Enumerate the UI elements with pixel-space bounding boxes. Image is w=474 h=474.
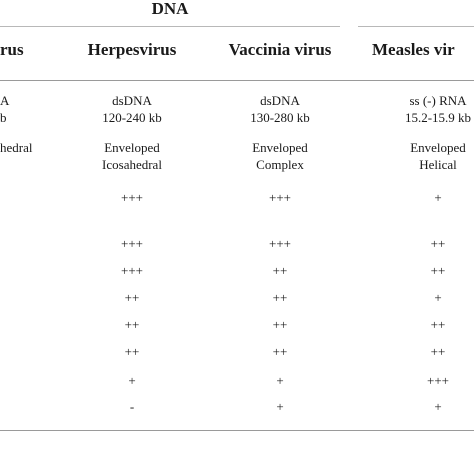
herpes-value-5: ++ xyxy=(124,317,140,332)
group-rule-dna xyxy=(0,26,340,27)
measles-value-7: +++ xyxy=(427,373,449,388)
vaccinia-value-8: + xyxy=(276,399,284,414)
vaccinia-genome-size: 130-280 kb xyxy=(250,110,310,125)
herpes-value-3: +++ xyxy=(121,263,143,278)
vaccinia-value-2: +++ xyxy=(269,236,291,251)
measles-value-5: ++ xyxy=(430,317,446,332)
measles-value-6: ++ xyxy=(430,344,446,359)
group-rule-rna xyxy=(358,26,474,27)
header-rule xyxy=(0,80,474,81)
measles-value-3: ++ xyxy=(430,263,446,278)
left-partial-genome-size: b xyxy=(0,110,7,125)
measles-value-2: ++ xyxy=(430,236,446,251)
vaccinia-value-4: ++ xyxy=(272,290,288,305)
bottom-rule xyxy=(0,430,474,431)
herpes-value-4: ++ xyxy=(124,290,140,305)
herpes-value-2: +++ xyxy=(121,236,143,251)
herpes-value-6: ++ xyxy=(124,344,140,359)
measles-value-4: + xyxy=(434,290,442,305)
left-partial-genome-type: A xyxy=(0,93,10,108)
vaccinia-value-1: +++ xyxy=(269,190,291,205)
herpes-capsid: Icosahedral xyxy=(102,157,162,172)
column-header-left-partial: rus xyxy=(0,40,24,59)
vaccinia-value-3: ++ xyxy=(272,263,288,278)
vaccinia-envelope: Enveloped xyxy=(252,140,308,155)
column-header-vaccinia: Vaccinia virus xyxy=(228,40,332,59)
vaccinia-genome-type: dsDNA xyxy=(260,93,300,108)
herpes-value-1: +++ xyxy=(121,190,143,205)
measles-envelope: Enveloped xyxy=(410,140,466,155)
vaccinia-capsid: Complex xyxy=(256,157,304,172)
herpes-value-7: + xyxy=(128,373,136,388)
measles-value-1: + xyxy=(434,190,442,205)
column-header-herpesvirus: Herpesvirus xyxy=(87,40,177,59)
measles-capsid: Helical xyxy=(419,157,457,172)
group-header-dna: DNA xyxy=(151,0,189,18)
measles-genome-type: ss (-) RNA xyxy=(409,93,467,108)
measles-value-8: + xyxy=(434,399,442,414)
herpes-genome-size: 120-240 kb xyxy=(102,110,162,125)
vaccinia-value-7: + xyxy=(276,373,284,388)
herpes-value-8: - xyxy=(129,399,135,414)
vaccinia-value-6: ++ xyxy=(272,344,288,359)
vaccinia-value-5: ++ xyxy=(272,317,288,332)
herpes-envelope: Enveloped xyxy=(104,140,160,155)
measles-genome-size: 15.2-15.9 kb xyxy=(404,110,472,125)
column-header-measles: Measles vir xyxy=(372,40,455,59)
herpes-genome-type: dsDNA xyxy=(112,93,152,108)
left-partial-envelope: hedral xyxy=(0,140,33,155)
